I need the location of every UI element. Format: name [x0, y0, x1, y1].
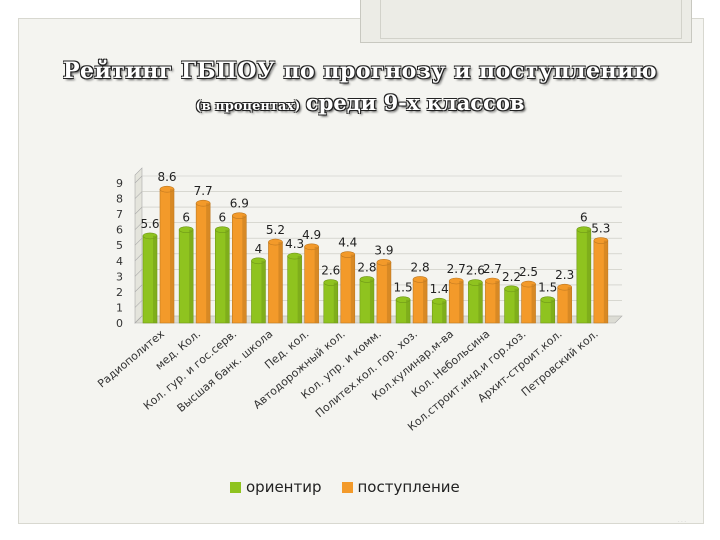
- y-tick-label: 9: [116, 177, 123, 190]
- bar-orientir-label: 1.5: [538, 281, 557, 295]
- bar-orientir-label: 1.5: [394, 281, 413, 295]
- bar-postuplenie-label: 8.6: [157, 170, 176, 184]
- bar-orientir-label: 6: [218, 211, 226, 225]
- bar-orientir-shade: [261, 260, 266, 323]
- y-tick-label: 1: [116, 301, 123, 314]
- bar-orientir-shade: [333, 282, 338, 323]
- bar-postuplenie-label: 3.9: [374, 243, 393, 257]
- gridline-diag: [134, 206, 143, 215]
- legend-swatch-orientir: [230, 481, 241, 493]
- bar-orientir-shade: [369, 279, 374, 323]
- y-tick-label: 7: [116, 208, 123, 221]
- y-tick-label: 0: [116, 317, 123, 330]
- bar-orientir-shade: [297, 256, 302, 323]
- bar-postuplenie-shade: [603, 240, 608, 323]
- bar-postuplenie-label: 6.9: [230, 197, 249, 211]
- bar-orientir-label: 2.6: [321, 264, 340, 278]
- bar-postuplenie-label: 4.4: [338, 236, 357, 250]
- bar-postuplenie-label: 7.7: [194, 184, 213, 198]
- y-tick-label: 6: [116, 224, 123, 237]
- bar-postuplenie-shade: [567, 287, 572, 323]
- gridline-diag: [134, 300, 143, 308]
- bar-postuplenie-shade: [206, 203, 211, 323]
- left-edge-strip: [0, 0, 8, 540]
- bar-orientir-label: 1.4: [430, 282, 449, 296]
- bar-postuplenie-label: 2.7: [483, 262, 502, 276]
- bar-orientir-shade: [586, 229, 591, 323]
- bar-orientir-label: 2.6: [466, 264, 485, 278]
- bar-orientir-shade: [550, 299, 555, 323]
- bar-orientir-shade: [189, 229, 194, 323]
- legend-item-postuplenie: поступление: [341, 478, 460, 496]
- bar-postuplenie-shade: [423, 279, 428, 323]
- bar-orientir-label: 4: [255, 242, 263, 256]
- bar-postuplenie-label: 2.8: [411, 260, 430, 274]
- chart-subtitle-prefix: (в процентах): [195, 99, 301, 114]
- bar-orientir-shade: [406, 299, 411, 323]
- bar-postuplenie-shade: [278, 242, 283, 323]
- y-tick-label: 3: [116, 270, 123, 283]
- bar-postuplenie-shade: [350, 254, 355, 323]
- frame-top-inner-decoration: [380, 0, 682, 39]
- bar-postuplenie-label: 2.3: [555, 268, 574, 282]
- gridline-diag: [134, 175, 143, 184]
- legend-swatch-postuplenie: [341, 481, 353, 493]
- y-tick-label: 8: [116, 193, 123, 206]
- bar-postuplenie-shade: [170, 189, 174, 323]
- bar-postuplenie-label: 2.5: [519, 265, 538, 279]
- bar-orientir-shade: [478, 282, 483, 323]
- bar-postuplenie-shade: [459, 281, 464, 323]
- y-tick-label: 4: [116, 255, 123, 268]
- bar-orientir-label: 2.2: [502, 270, 521, 284]
- gridline-diag: [134, 253, 143, 261]
- bar-orientir-shade: [225, 229, 230, 323]
- chart-subtitle: (в процентах) среди 9-х классов: [0, 90, 720, 115]
- chart-side-wall: [134, 167, 143, 324]
- bar-postuplenie-label: 5.2: [266, 223, 285, 237]
- bar-postuplenie-shade: [386, 262, 391, 323]
- gridline-diag: [134, 269, 143, 277]
- bar-postuplenie-label: 2.7: [447, 262, 466, 276]
- chart-title: Рейтинг ГБПОУ по прогнозу и поступлению: [62, 58, 658, 84]
- bar-postuplenie-shade: [495, 281, 500, 323]
- watermark: · · ·: [678, 519, 686, 525]
- y-tick-label: 2: [116, 286, 123, 299]
- gridline-diag: [134, 238, 143, 246]
- bar-orientir-label: 2.8: [357, 260, 376, 274]
- legend-label-postuplenie: поступление: [357, 478, 460, 496]
- gridline-diag: [134, 222, 143, 230]
- bar-orientir-label: 6: [580, 211, 588, 225]
- gridline-diag: [134, 191, 143, 199]
- bar-postuplenie-label: 4.9: [302, 228, 321, 242]
- legend-label-orientir: ориентир: [246, 478, 322, 496]
- gridline-diag: [134, 315, 143, 324]
- bar-postuplenie-shade: [314, 246, 319, 323]
- gridline-diag: [134, 284, 143, 293]
- bar-orientir-shade: [442, 301, 447, 323]
- chart-legend: ориентир поступление: [230, 478, 480, 496]
- bar-postuplenie-label: 5.3: [591, 222, 610, 236]
- bar-orientir-shade: [153, 235, 157, 323]
- chart-subtitle-main: среди 9-х классов: [305, 90, 525, 115]
- frame-top-decoration: [360, 0, 692, 43]
- y-tick-label: 5: [116, 239, 123, 252]
- bar-orientir-shade: [514, 288, 519, 323]
- legend-item-orientir: ориентир: [230, 478, 322, 496]
- bar-orientir-label: 4.3: [285, 237, 304, 251]
- bar-postuplenie-shade: [531, 284, 536, 323]
- bar-orientir-label: 6: [182, 211, 190, 225]
- bar-postuplenie-shade: [242, 215, 247, 323]
- bar-orientir-label: 5.6: [140, 217, 159, 231]
